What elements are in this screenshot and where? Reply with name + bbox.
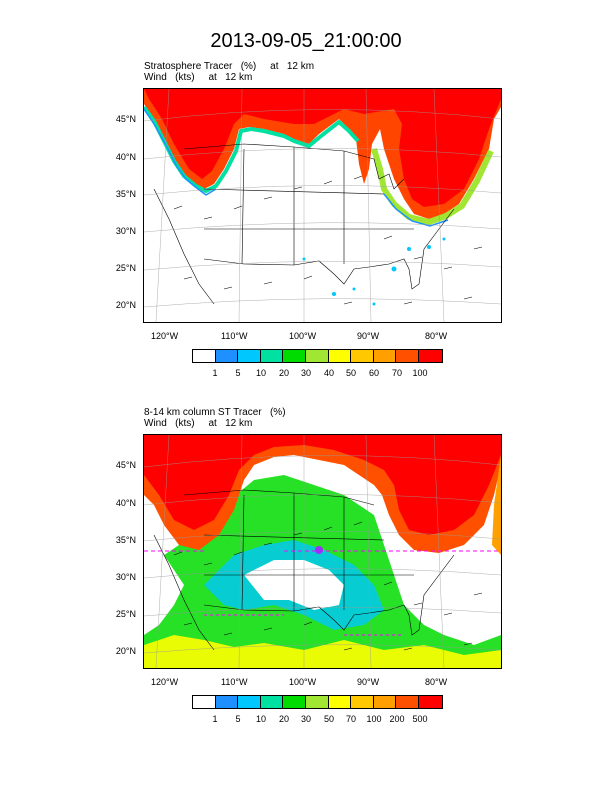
panel2-cbar-label: 5	[235, 714, 241, 724]
panel2-marker	[315, 546, 323, 554]
panel1-cbar-label: 70	[391, 368, 402, 378]
panel2-colorbar-box	[193, 696, 216, 708]
panel2-wind-label: Wind (kts) at 12 km	[144, 418, 253, 429]
panel2-colorbar-box	[418, 696, 442, 708]
panel2-colorbar-box	[305, 696, 329, 708]
panel2-tracer-east	[492, 455, 501, 555]
panel2-lon-120: 120°W	[151, 677, 179, 687]
panel1-cbar-label: 100	[412, 368, 428, 378]
panel2-cbar-label: 500	[412, 714, 428, 724]
panel1-lat-30: 30°N	[115, 226, 136, 236]
panel1-wind-label: Wind (kts) at 12 km	[144, 72, 253, 83]
panel2-cbar-label: 100	[366, 714, 382, 724]
panel2-colorbar-box	[351, 696, 374, 708]
panel1-cbar-label: 5	[235, 368, 241, 378]
panel2-lat-25: 25°N	[115, 609, 136, 619]
panel2-colorbar-box	[215, 696, 239, 708]
panel1-lat-35: 35°N	[115, 189, 136, 199]
panel1-cbar-label: 20	[278, 368, 289, 378]
panel1-colorbar-box	[328, 350, 352, 362]
panel2-cbar-label: 200	[389, 714, 405, 724]
panel2-colorbar-box	[328, 696, 352, 708]
panel1-colorbar-box	[373, 350, 397, 362]
panel2-lat-20: 20°N	[115, 646, 136, 656]
panel2-lat-45: 45°N	[115, 460, 136, 470]
panel2-colorbar	[192, 695, 443, 709]
panel1-colorbar-box	[260, 350, 284, 362]
panel1-colorbar-box	[418, 350, 442, 362]
panel2-colorbar-box	[396, 696, 419, 708]
panel2-tracer-red	[144, 435, 501, 535]
panel1-field-label: Stratosphere Tracer (%) at 12 km	[144, 61, 315, 72]
panel1-colorbar-box	[351, 350, 374, 362]
panel2-map	[143, 434, 502, 669]
panel2-cbar-label: 70	[345, 714, 356, 724]
panel1-tracer-edge-east	[371, 148, 494, 226]
panel1-map	[143, 88, 502, 323]
panel1-lat-25: 25°N	[115, 263, 136, 273]
panel1-colorbar-box	[238, 350, 261, 362]
panel1-lon-110: 110°W	[221, 331, 248, 341]
panel1-colorbar-box	[396, 350, 419, 362]
panel1-cbar-label: 60	[368, 368, 379, 378]
panel1-lon-120: 120°W	[151, 331, 179, 341]
panel2-colorbar-box	[238, 696, 261, 708]
panel1-tracer-core	[144, 89, 501, 207]
panel1-lon-100: 100°W	[289, 331, 317, 341]
page-title: 2013-09-05_21:00:00	[210, 30, 402, 52]
panel1-colorbar-box	[283, 350, 306, 362]
panel1-cbar-label: 10	[255, 368, 266, 378]
panel1-colorbar-box	[215, 350, 239, 362]
panel1-lon-80: 80°W	[425, 331, 448, 341]
panel2-lon-80: 80°W	[425, 677, 448, 687]
panel2-colorbar-box	[283, 696, 306, 708]
panel1-colorbar-box	[305, 350, 329, 362]
panel1-colorbar	[192, 349, 443, 363]
panel1-lon-90: 90°W	[357, 331, 380, 341]
panel1-cbar-label: 40	[323, 368, 334, 378]
panel2-cbar-label: 1	[212, 714, 218, 724]
panel1-cbar-label: 50	[345, 368, 356, 378]
panel2-colorbar-box	[260, 696, 284, 708]
panel2-lat-30: 30°N	[115, 572, 136, 582]
panel2-cbar-label: 10	[255, 714, 266, 724]
panel1-lat-40: 40°N	[115, 152, 136, 162]
panel2-tracer-yellow	[144, 635, 501, 668]
panel2-lon-90: 90°W	[357, 677, 380, 687]
panel2-lat-35: 35°N	[115, 535, 136, 545]
panel2-cbar-label: 30	[300, 714, 311, 724]
panel2-cbar-label: 20	[278, 714, 289, 724]
panel2-colorbar-box	[373, 696, 397, 708]
panel1-lat-45: 45°N	[115, 114, 136, 124]
panel1-blue-edge	[144, 108, 449, 227]
panel1-colorbar-box	[193, 350, 216, 362]
panel2-lon-100: 100°W	[289, 677, 317, 687]
panel2-cbar-label: 50	[323, 714, 334, 724]
panel2-field-label: 8-14 km column ST Tracer (%)	[144, 407, 286, 418]
panel1-lat-20: 20°N	[115, 300, 136, 310]
panel1-cbar-label: 1	[212, 368, 218, 378]
panel2-lon-110: 110°W	[221, 677, 248, 687]
panel2-lat-40: 40°N	[115, 498, 136, 508]
panel1-cbar-label: 30	[300, 368, 311, 378]
